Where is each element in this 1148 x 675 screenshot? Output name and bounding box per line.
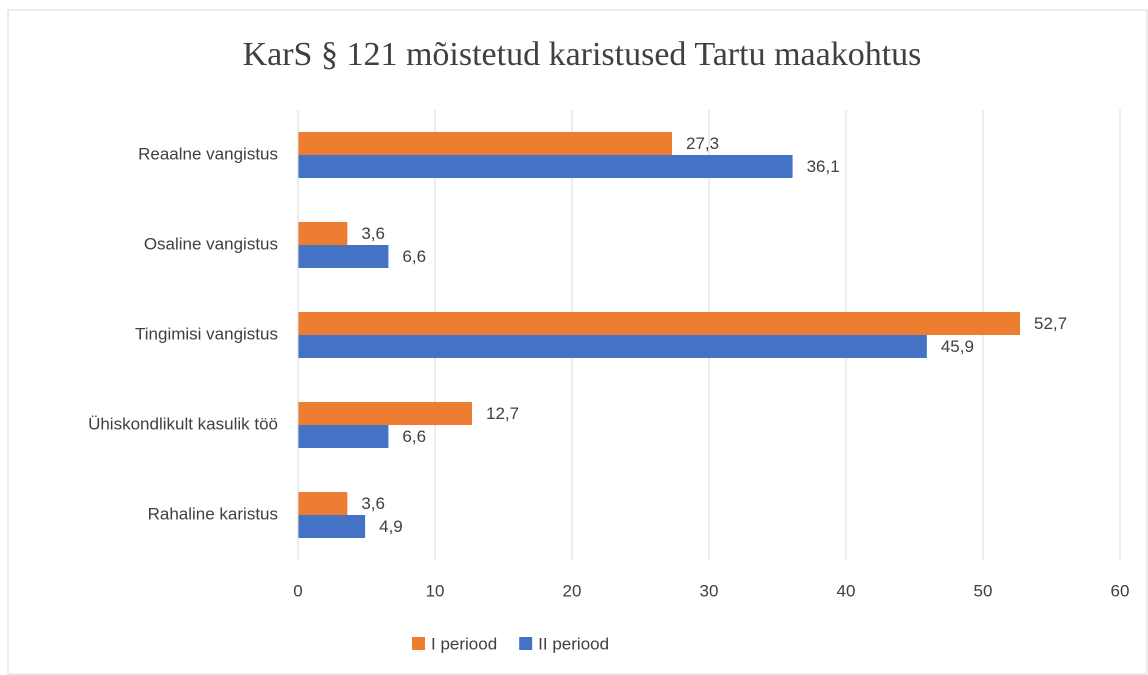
x-tick-label: 50 (974, 581, 993, 600)
chart-title: KarS § 121 mõistetud karistused Tartu ma… (243, 36, 922, 73)
y-tick-label: Rahaline karistus (148, 504, 278, 523)
bar (298, 222, 348, 245)
x-tick-label: 20 (563, 581, 582, 600)
x-tick-label: 40 (837, 581, 856, 600)
value-label: 3,6 (361, 494, 385, 513)
bar (298, 402, 472, 425)
legend-marker (519, 637, 533, 650)
bar (298, 312, 1020, 335)
value-label: 27,3 (686, 134, 719, 153)
value-label: 4,9 (379, 517, 403, 536)
value-label: 52,7 (1034, 314, 1067, 333)
value-label: 3,6 (361, 224, 385, 243)
legend-label: I periood (431, 634, 497, 653)
bar (298, 515, 366, 538)
bar (298, 335, 927, 358)
y-tick-label: Osaline vangistus (144, 234, 278, 253)
value-label: 6,6 (402, 427, 426, 446)
bar (298, 155, 793, 178)
x-tick-label: 30 (700, 581, 719, 600)
bar (298, 132, 673, 155)
y-tick-label: Ühiskondlikult kasulik töö (88, 414, 278, 433)
value-label: 6,6 (402, 247, 426, 266)
x-tick-label: 10 (426, 581, 445, 600)
value-label: 45,9 (941, 337, 974, 356)
x-tick-label: 60 (1111, 581, 1130, 600)
y-tick-label: Tingimisi vangistus (135, 324, 278, 343)
bar (298, 425, 389, 448)
legend-label: II periood (538, 634, 609, 653)
y-tick-label: Reaalne vangistus (138, 144, 278, 163)
bar (298, 492, 348, 515)
x-tick-label: 0 (293, 581, 302, 600)
bar (298, 245, 389, 268)
value-label: 12,7 (486, 404, 519, 423)
legend-marker (412, 637, 425, 650)
value-label: 36,1 (807, 157, 840, 176)
